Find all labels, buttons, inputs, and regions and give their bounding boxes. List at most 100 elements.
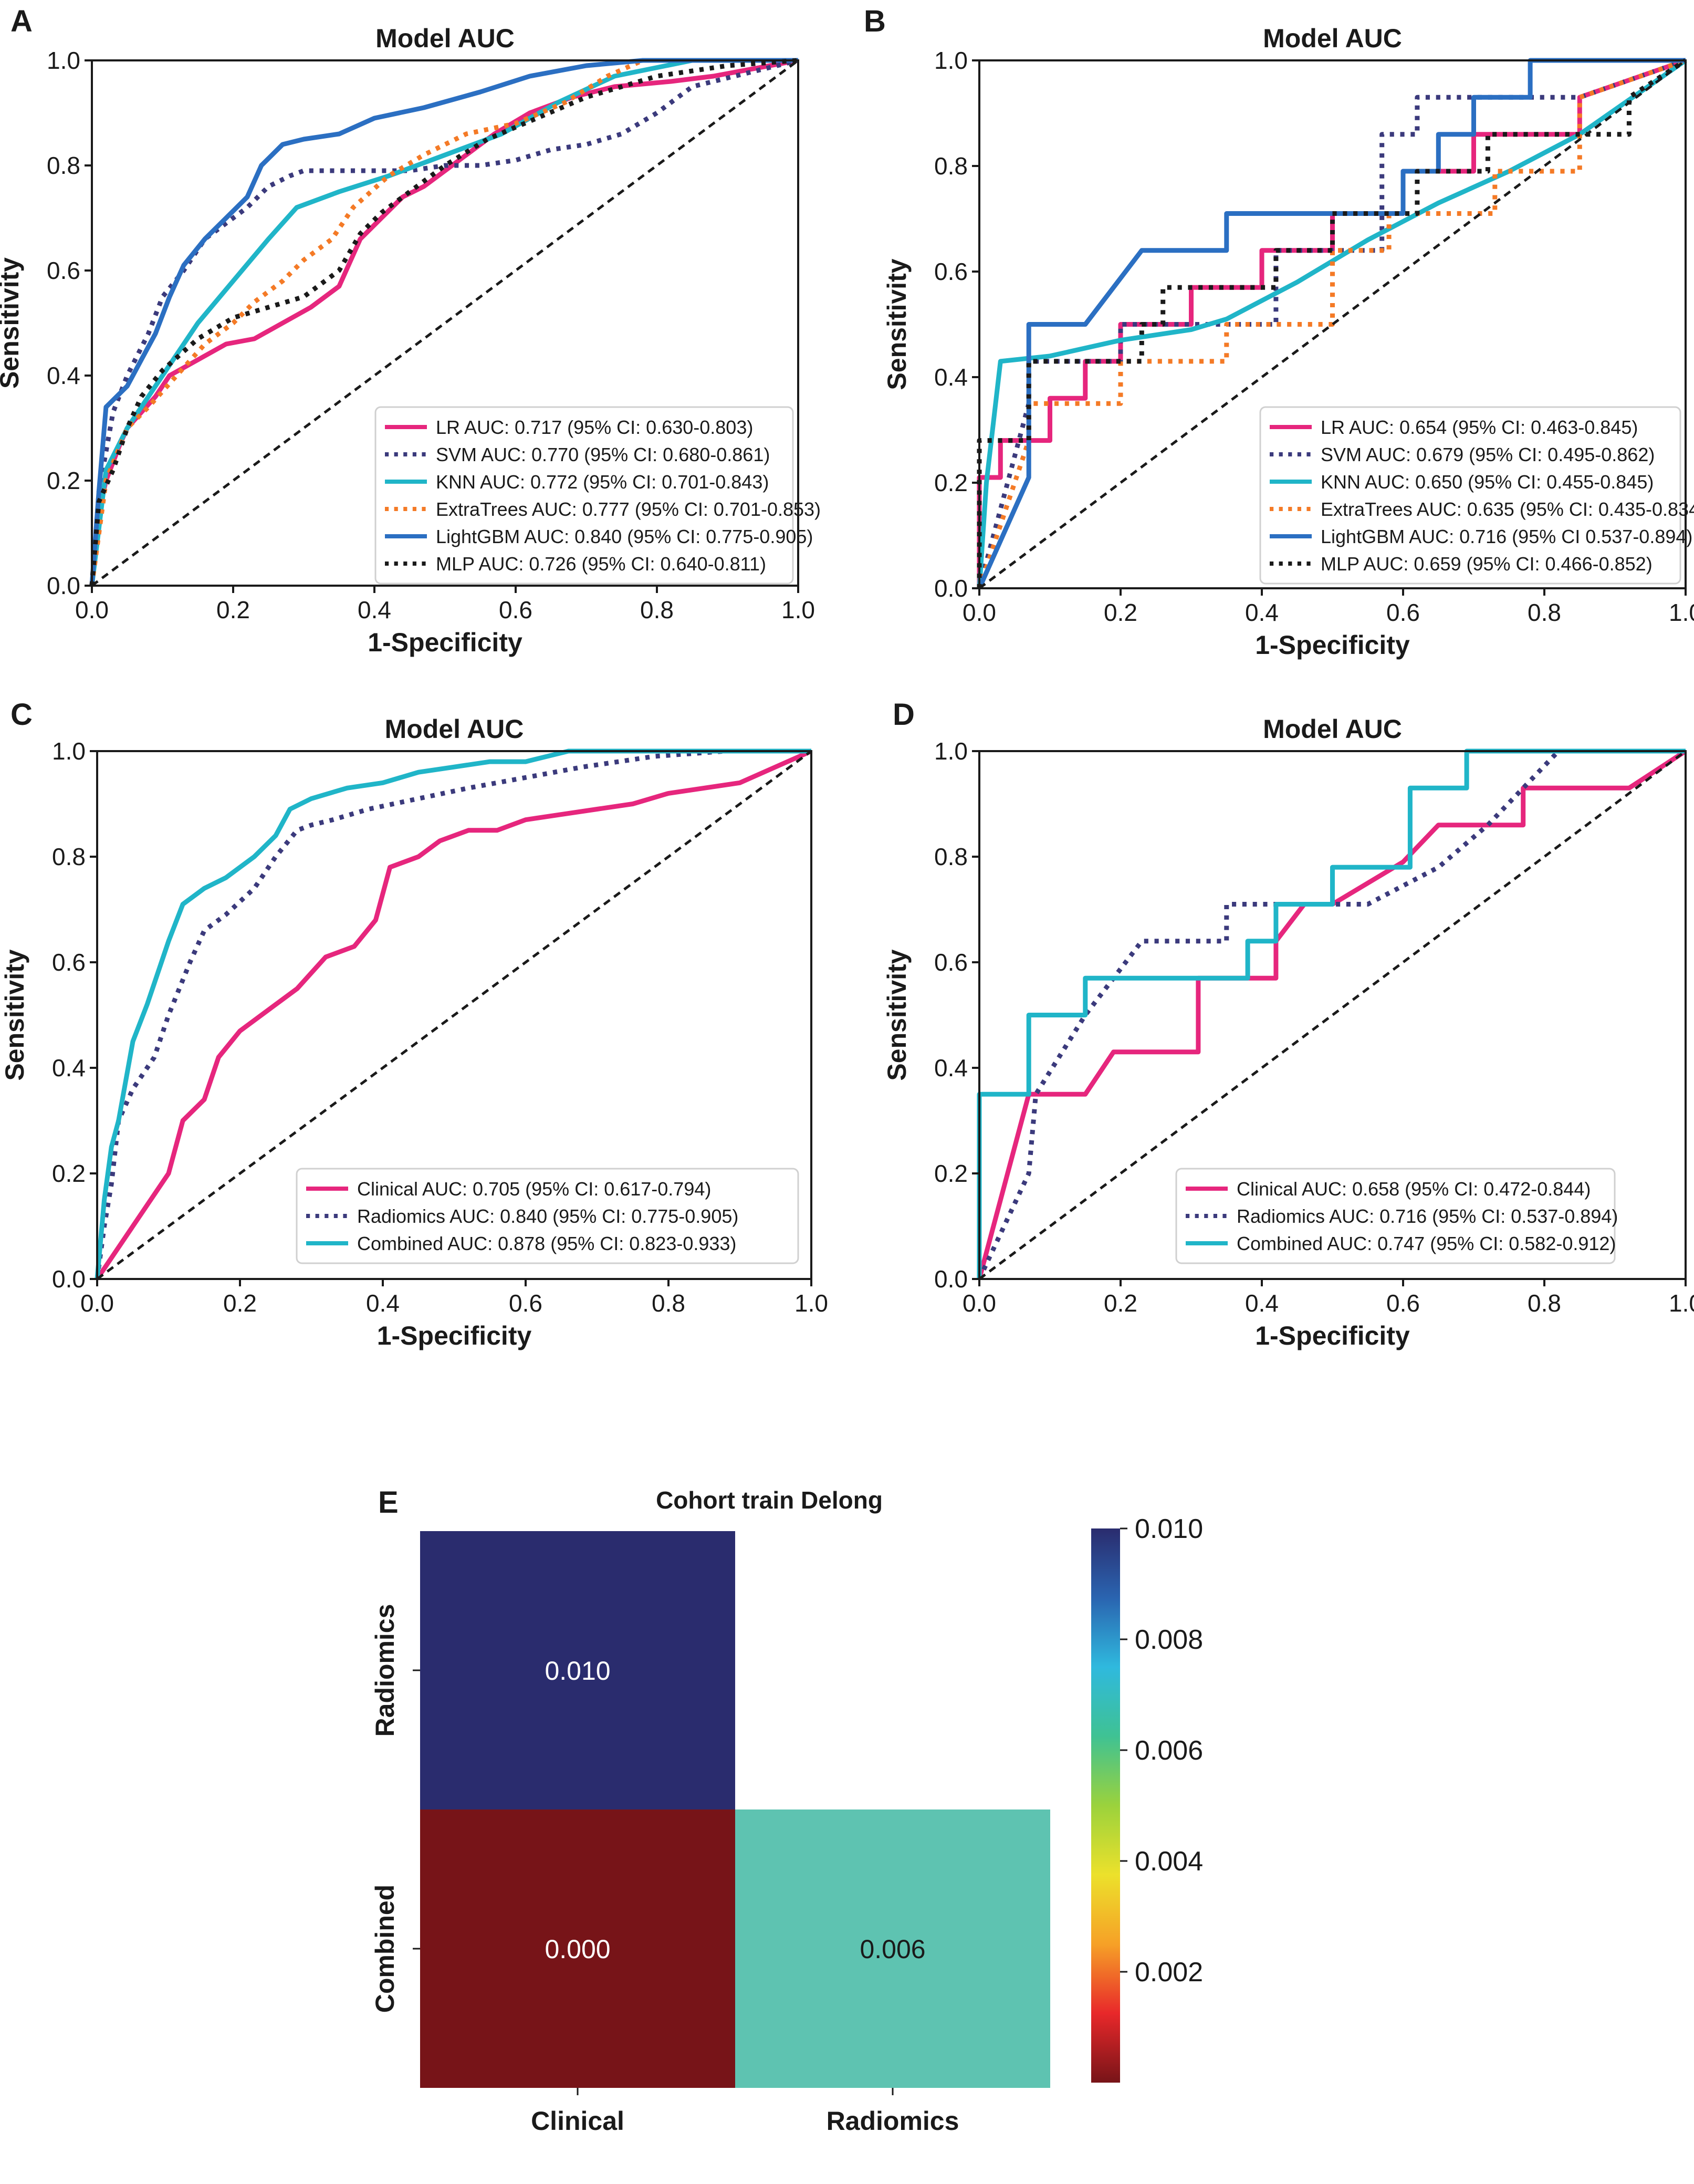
heatmap-cell-value: 0.006 [860,1935,925,1964]
y-tick-label: 0.8 [934,843,968,870]
x-axis-label: 1-Specificity [368,628,522,657]
roc-curve-0 [977,58,1687,588]
panel-letter-b: B [864,4,886,38]
panel-letter-a: A [11,4,33,38]
legend-label: SVM AUC: 0.679 (95% CI: 0.495-0.862) [1321,444,1655,465]
x-tick-label: 0.6 [1386,1289,1420,1317]
heatmap-cell-value: 0.010 [545,1656,610,1686]
chart-title: Model AUC [385,714,524,744]
y-tick-label: 0.6 [934,258,968,285]
roc-curve-1 [977,58,1687,589]
legend-label: Clinical AUC: 0.705 (95% CI: 0.617-0.794… [357,1178,711,1200]
roc-chart-a: Model AUC 0.0 0.2 0.4 0.6 0.8 1.0 0.0 0.2 0.4 0.6 0… [0,24,821,657]
y-tick-label: 0.4 [47,362,80,389]
colorbar-tick-label: 0.004 [1135,1846,1203,1877]
y-tick-label: 1.0 [47,47,80,74]
roc-chart-b: Model AUC 0.0 0.2 0.4 0.6 0.8 1.0 0.0 0.2 0.4 0.6 0… [882,24,1694,660]
chance-diagonal-line [96,750,812,1281]
y-tick-label: 1.0 [934,47,968,74]
x-tick-label: 0.4 [366,1289,400,1317]
roc-chart-d: Model AUC 0.0 0.2 0.4 0.6 0.8 1.0 0.0 0.2 0.4 0.6 0… [882,714,1694,1350]
x-tick-label: 0.0 [80,1289,114,1317]
y-tick-label: 0.6 [52,949,86,976]
x-tick-label: 0.6 [509,1289,542,1317]
legend-label: Radiomics AUC: 0.840 (95% CI: 0.775-0.90… [357,1205,738,1227]
legend-label: Combined AUC: 0.747 (95% CI: 0.582-0.912… [1237,1233,1616,1254]
x-tick-label: 0.0 [963,1289,996,1317]
x-axis-label: 1-Specificity [1255,630,1410,660]
y-tick-label: 0.2 [934,1160,968,1187]
x-tick-label: 0.8 [1528,1289,1561,1317]
roc-curve-4 [977,58,1686,589]
roc-curve-1 [977,748,1686,1280]
heatmap-y-label: Radiomics [370,1604,400,1737]
delong-heatmap-e: Cohort train Delong 0.010 0.000 0.006 Clinic… [370,1486,1203,2136]
y-tick-label: 0.2 [934,469,968,496]
roc-curve-5 [977,58,1687,588]
x-axis-label: 1-Specificity [1255,1321,1410,1350]
x-axis-label: 1-Specificity [377,1321,532,1350]
y-tick-label: 0.8 [47,152,80,179]
y-tick-label: 0.8 [52,843,86,870]
plot-frame [96,750,812,1280]
roc-curve-0 [95,748,812,1281]
x-tick-label: 1.0 [1669,1289,1694,1317]
y-tick-label: 1.0 [52,737,86,765]
chance-diagonal-line [91,59,799,587]
x-tick-label: 0.0 [963,599,996,626]
y-axis-label: Sensitivity [0,257,24,389]
y-tick-label: 0.4 [52,1054,86,1081]
colorbar [1091,1528,1120,2083]
y-tick-label: 0.6 [47,257,80,284]
colorbar-tick-label: 0.010 [1135,1514,1203,1544]
y-axis-label: Sensitivity [0,949,29,1080]
x-tick-label: 0.4 [1245,599,1279,626]
legend-label: ExtraTrees AUC: 0.777 (95% CI: 0.701-0.8… [436,498,821,520]
roc-curve-2 [95,748,811,1280]
x-tick-label: 0.2 [216,596,250,623]
legend-label: LR AUC: 0.654 (95% CI: 0.463-0.845) [1321,417,1638,438]
legend-label: LightGBM AUC: 0.840 (95% CI: 0.775-0.905… [436,526,813,547]
y-axis-label: Sensitivity [882,258,912,390]
heatmap-cell [420,1531,735,1809]
chart-title: Model AUC [1263,714,1402,744]
legend-label: Combined AUC: 0.878 (95% CI: 0.823-0.933… [357,1233,736,1254]
chart-title: Model AUC [375,24,515,53]
legend-box [374,406,794,585]
y-tick-label: 0.0 [934,575,968,602]
x-tick-label: 0.2 [1104,599,1137,626]
roc-curve-0 [977,749,1687,1280]
panel-letter-d: D [893,698,915,732]
x-tick-label: 0.2 [223,1289,257,1317]
heatmap-title: Cohort train Delong [656,1486,883,1514]
heatmap-cell [420,1809,735,2088]
x-tick-label: 0.8 [652,1289,685,1317]
legend-label: ExtraTrees AUC: 0.635 (95% CI: 0.435-0.8… [1321,498,1694,520]
legend-label: LR AUC: 0.717 (95% CI: 0.630-0.803) [436,417,753,438]
plot-frame [91,59,799,587]
x-tick-label: 1.0 [794,1289,828,1317]
plot-frame [978,750,1687,1280]
x-tick-label: 0.4 [1245,1289,1279,1317]
chance-diagonal-line [978,750,1687,1281]
x-tick-label: 0.6 [1386,599,1420,626]
heatmap-x-label: Radiomics [827,2106,959,2136]
y-tick-label: 0.8 [934,152,968,180]
colorbar-tick-label: 0.002 [1135,1957,1203,1988]
chance-diagonal-line [978,59,1687,590]
y-tick-label: 1.0 [934,737,968,765]
roc-chart-c: Model AUC 0.0 0.2 0.4 0.6 0.8 1.0 0.0 0.2 0.4 0.6 0… [0,714,828,1350]
legend-label: MLP AUC: 0.659 (95% CI: 0.466-0.852) [1321,553,1653,575]
legend-box [1259,406,1681,585]
y-tick-label: 0.0 [52,1265,86,1293]
colorbar-tick-label: 0.006 [1135,1735,1203,1766]
colorbar-tick-label: 0.008 [1135,1625,1203,1655]
legend-label: KNN AUC: 0.650 (95% CI: 0.455-0.845) [1321,471,1654,493]
y-tick-label: 0.4 [934,1054,968,1081]
legend-box [1175,1168,1616,1264]
legend-label: Radiomics AUC: 0.716 (95% CI: 0.537-0.89… [1237,1205,1618,1227]
y-tick-label: 0.2 [47,467,80,494]
y-tick-label: 0.2 [52,1160,86,1187]
heatmap-x-label: Clinical [531,2106,624,2136]
